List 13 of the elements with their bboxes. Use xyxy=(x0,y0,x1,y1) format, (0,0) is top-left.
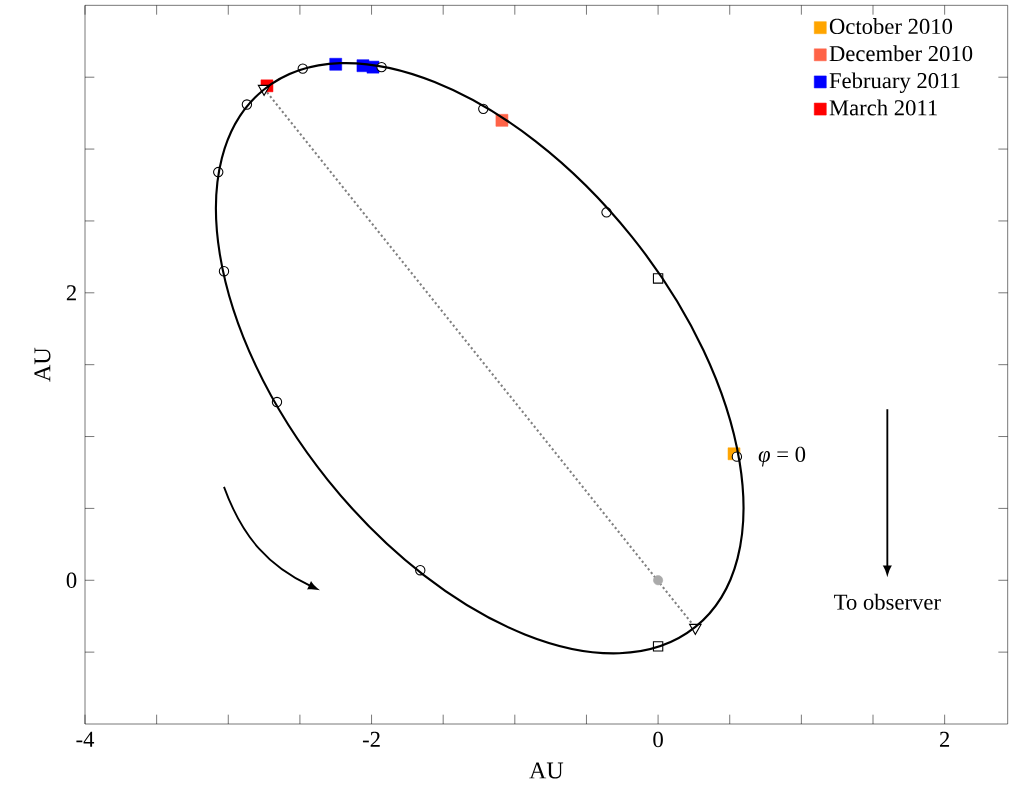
x-tick-label: 2 xyxy=(939,731,950,747)
y-axis-title: AU xyxy=(34,347,51,382)
x-tick-label: -2 xyxy=(362,731,380,747)
legend-label: December 2010 xyxy=(829,45,973,62)
annotation: To observer xyxy=(834,593,941,610)
point xyxy=(653,575,664,586)
x-tick-label: 0 xyxy=(653,731,663,748)
x-axis-title: AU xyxy=(529,762,564,779)
x-tick-label: -4 xyxy=(76,731,95,747)
legend-label: October 2010 xyxy=(829,18,953,35)
legend-label: February 2011 xyxy=(829,72,960,93)
annotation: φ = 0 xyxy=(758,446,806,467)
legend-label: March 2011 xyxy=(829,99,937,116)
